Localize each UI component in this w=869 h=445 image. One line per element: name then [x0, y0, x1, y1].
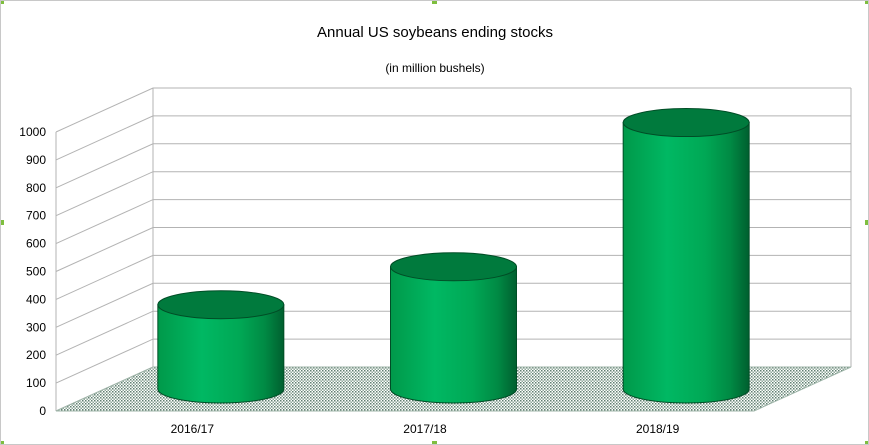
selection-handle[interactable]: [432, 441, 437, 444]
bar-2018/19[interactable]: [622, 108, 750, 404]
y-tick-label: 1000: [19, 125, 46, 139]
y-tick-label: 800: [26, 181, 46, 195]
y-axis-tick-labels: 0 100 200 300 400 500 600 700 800 900 1000: [19, 125, 46, 418]
bar-body: [622, 122, 750, 404]
selection-handle[interactable]: [865, 220, 868, 225]
y-tick-label: 700: [26, 209, 46, 223]
chart-title: Annual US soybeans ending stocks: [317, 24, 553, 41]
y-tick-label: 100: [26, 376, 46, 390]
selection-handle[interactable]: [865, 1, 868, 4]
bar-body: [157, 304, 285, 404]
y-tick-label: 500: [26, 265, 46, 279]
y-tick-label: 200: [26, 348, 46, 362]
y-tick-label: 600: [26, 237, 46, 251]
y-tick-label: 900: [26, 153, 46, 167]
x-category-label: 2017/18: [403, 422, 447, 436]
y-tick-label: 300: [26, 320, 46, 334]
bar-body: [390, 266, 517, 404]
gridlines: [55, 87, 852, 412]
bar-top: [157, 290, 285, 320]
selection-handle[interactable]: [1, 220, 4, 225]
selection-handle[interactable]: [865, 441, 868, 444]
bar-2017/18[interactable]: [390, 252, 517, 404]
y-tick-label: 400: [26, 292, 46, 306]
x-category-label: 2016/17: [171, 422, 215, 436]
x-category-label: 2018/19: [636, 422, 680, 436]
selection-handle[interactable]: [432, 1, 437, 4]
selection-handle[interactable]: [1, 441, 4, 444]
chart-subtitle: (in million bushels): [385, 61, 484, 75]
bar-2016/17[interactable]: [157, 290, 285, 404]
x-axis-category-labels: 2016/17 2017/18 2018/19: [171, 422, 680, 436]
selection-handle[interactable]: [1, 1, 4, 4]
bars: [157, 108, 750, 404]
bar-top: [390, 252, 517, 282]
bar-top: [622, 108, 750, 138]
y-tick-label: 0: [39, 404, 46, 418]
